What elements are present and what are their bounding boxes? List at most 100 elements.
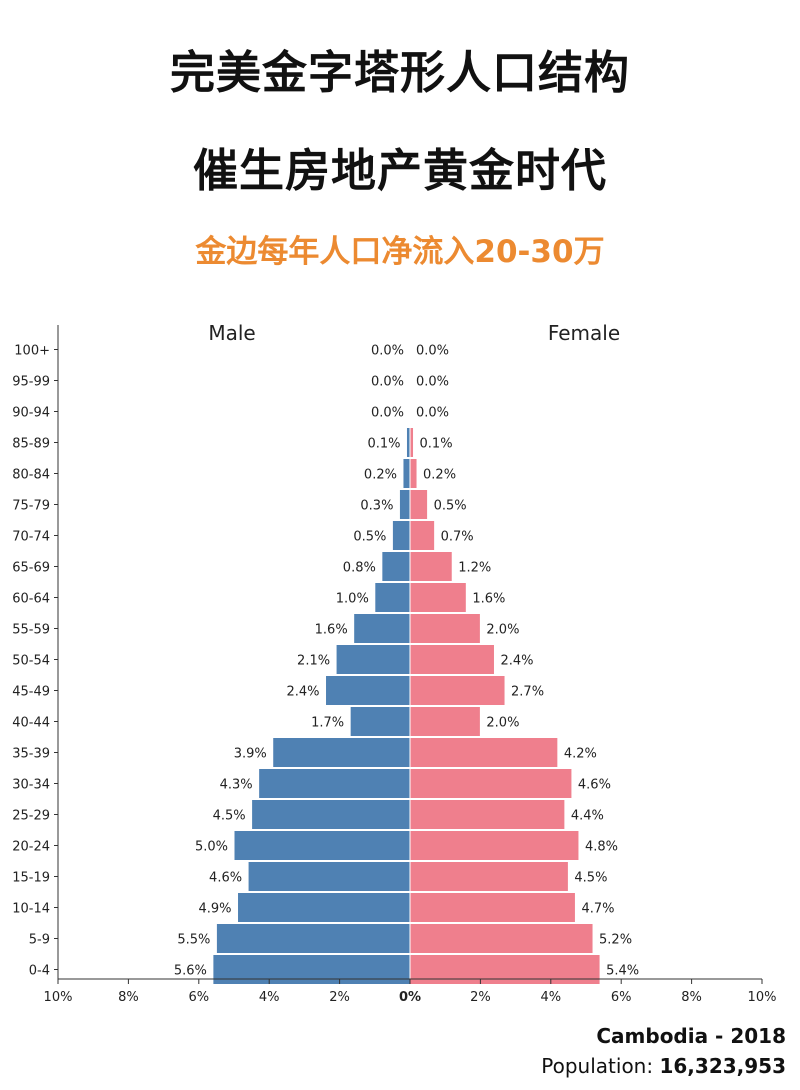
bar-male-60-64 — [374, 582, 411, 613]
x-tick-label: 6% — [188, 990, 209, 1005]
bar-female-45-49 — [409, 675, 506, 706]
value-label-male: 0.5% — [353, 530, 386, 545]
y-tick-label: 75-79 — [12, 499, 50, 514]
value-label-female: 0.0% — [416, 375, 449, 390]
x-tick-label: 2% — [329, 990, 350, 1005]
value-label-male: 5.6% — [174, 964, 207, 979]
y-tick-label: 10-14 — [12, 902, 50, 917]
value-label-male: 1.7% — [311, 716, 344, 731]
x-tick-label: 8% — [681, 990, 702, 1005]
bar-female-25-29 — [409, 799, 566, 830]
bar-female-75-79 — [409, 489, 429, 520]
x-tick-label: 4% — [540, 990, 561, 1005]
value-label-female: 2.0% — [486, 716, 519, 731]
bar-female-80-84 — [409, 458, 418, 489]
value-label-female: 0.5% — [434, 499, 467, 514]
y-tick-label: 0-4 — [29, 964, 50, 979]
bar-male-35-39 — [272, 737, 411, 768]
bar-male-45-49 — [325, 675, 411, 706]
bar-male-65-69 — [381, 551, 411, 582]
value-label-female: 4.2% — [564, 747, 597, 762]
value-label-male: 5.5% — [177, 933, 210, 948]
value-label-female: 0.0% — [416, 406, 449, 421]
y-tick-label: 65-69 — [12, 561, 50, 576]
x-tick-label: 0% — [399, 990, 421, 1005]
bar-female-15-19 — [409, 861, 569, 892]
value-label-female: 4.6% — [578, 778, 611, 793]
value-label-male: 4.6% — [209, 871, 242, 886]
value-label-male: 0.0% — [371, 344, 404, 359]
value-label-male: 1.0% — [336, 592, 369, 607]
bar-female-10-14 — [409, 892, 576, 923]
y-tick-label: 20-24 — [12, 840, 50, 855]
value-label-male: 2.1% — [297, 654, 330, 669]
bar-female-65-69 — [409, 551, 453, 582]
population-line: Population: 16,323,953 — [541, 1054, 786, 1078]
value-label-female: 0.0% — [416, 344, 449, 359]
x-tick-label: 8% — [118, 990, 139, 1005]
x-tick-label: 2% — [470, 990, 491, 1005]
value-label-male: 0.0% — [371, 406, 404, 421]
bar-male-85-89 — [405, 427, 411, 458]
bar-female-60-64 — [409, 582, 467, 613]
y-tick-label: 15-19 — [12, 871, 50, 886]
y-tick-label: 80-84 — [12, 468, 50, 483]
value-label-female: 0.7% — [441, 530, 474, 545]
bar-female-30-34 — [409, 768, 573, 799]
bar-male-80-84 — [402, 458, 411, 489]
bar-female-0-4 — [409, 954, 601, 985]
value-label-female: 5.4% — [606, 964, 639, 979]
bar-female-50-54 — [409, 644, 495, 675]
y-tick-label: 85-89 — [12, 437, 50, 452]
value-label-male: 4.3% — [220, 778, 253, 793]
bar-male-55-59 — [353, 613, 411, 644]
x-tick-label: 10% — [748, 990, 777, 1005]
population-pyramid-chart: 0.0% 0.0% 100+ 0.0% 0.0% 95-99 0.0% 0.0% 90-94 0.… — [12, 321, 777, 1005]
bar-female-40-44 — [409, 706, 481, 737]
value-label-female: 4.5% — [574, 871, 607, 886]
population-label: Population: — [541, 1054, 654, 1078]
bar-female-85-89 — [409, 427, 415, 458]
country-year-label: Cambodia - 2018 — [596, 1024, 786, 1048]
bar-male-50-54 — [335, 644, 411, 675]
x-tick-label: 4% — [259, 990, 280, 1005]
y-tick-label: 30-34 — [12, 778, 50, 793]
value-label-female: 2.7% — [511, 685, 544, 700]
bar-male-40-44 — [349, 706, 411, 737]
value-label-male: 5.0% — [195, 840, 228, 855]
headline-line1: 完美金字塔形人口结构 — [169, 46, 630, 99]
y-tick-label: 60-64 — [12, 592, 50, 607]
value-label-female: 1.2% — [458, 561, 491, 576]
bar-male-15-19 — [247, 861, 411, 892]
value-label-female: 0.1% — [420, 437, 453, 452]
value-label-male: 0.3% — [360, 499, 393, 514]
value-label-female: 2.4% — [500, 654, 533, 669]
bar-female-55-59 — [409, 613, 481, 644]
x-tick-label: 6% — [611, 990, 632, 1005]
bar-male-20-24 — [233, 830, 411, 861]
value-label-male: 2.4% — [286, 685, 319, 700]
value-label-male: 0.0% — [371, 375, 404, 390]
value-label-female: 1.6% — [472, 592, 505, 607]
bar-female-5-9 — [409, 923, 594, 954]
bar-male-75-79 — [398, 489, 411, 520]
bar-male-25-29 — [251, 799, 411, 830]
y-tick-label: 45-49 — [12, 685, 50, 700]
y-tick-label: 95-99 — [12, 375, 50, 390]
x-tick-label: 10% — [44, 990, 73, 1005]
y-tick-label: 70-74 — [12, 530, 50, 545]
series-label-female: Female — [548, 321, 620, 345]
value-label-female: 4.7% — [581, 902, 614, 917]
value-label-female: 0.2% — [423, 468, 456, 483]
value-label-male: 0.8% — [343, 561, 376, 576]
y-tick-label: 50-54 — [12, 654, 50, 669]
value-label-male: 0.1% — [367, 437, 400, 452]
bar-male-30-34 — [258, 768, 411, 799]
value-label-male: 0.2% — [364, 468, 397, 483]
bar-female-35-39 — [409, 737, 559, 768]
bar-female-20-24 — [409, 830, 580, 861]
bar-male-0-4 — [212, 954, 411, 985]
y-tick-label: 55-59 — [12, 623, 50, 638]
y-tick-label: 35-39 — [12, 747, 50, 762]
population-value: 16,323,953 — [659, 1054, 786, 1078]
